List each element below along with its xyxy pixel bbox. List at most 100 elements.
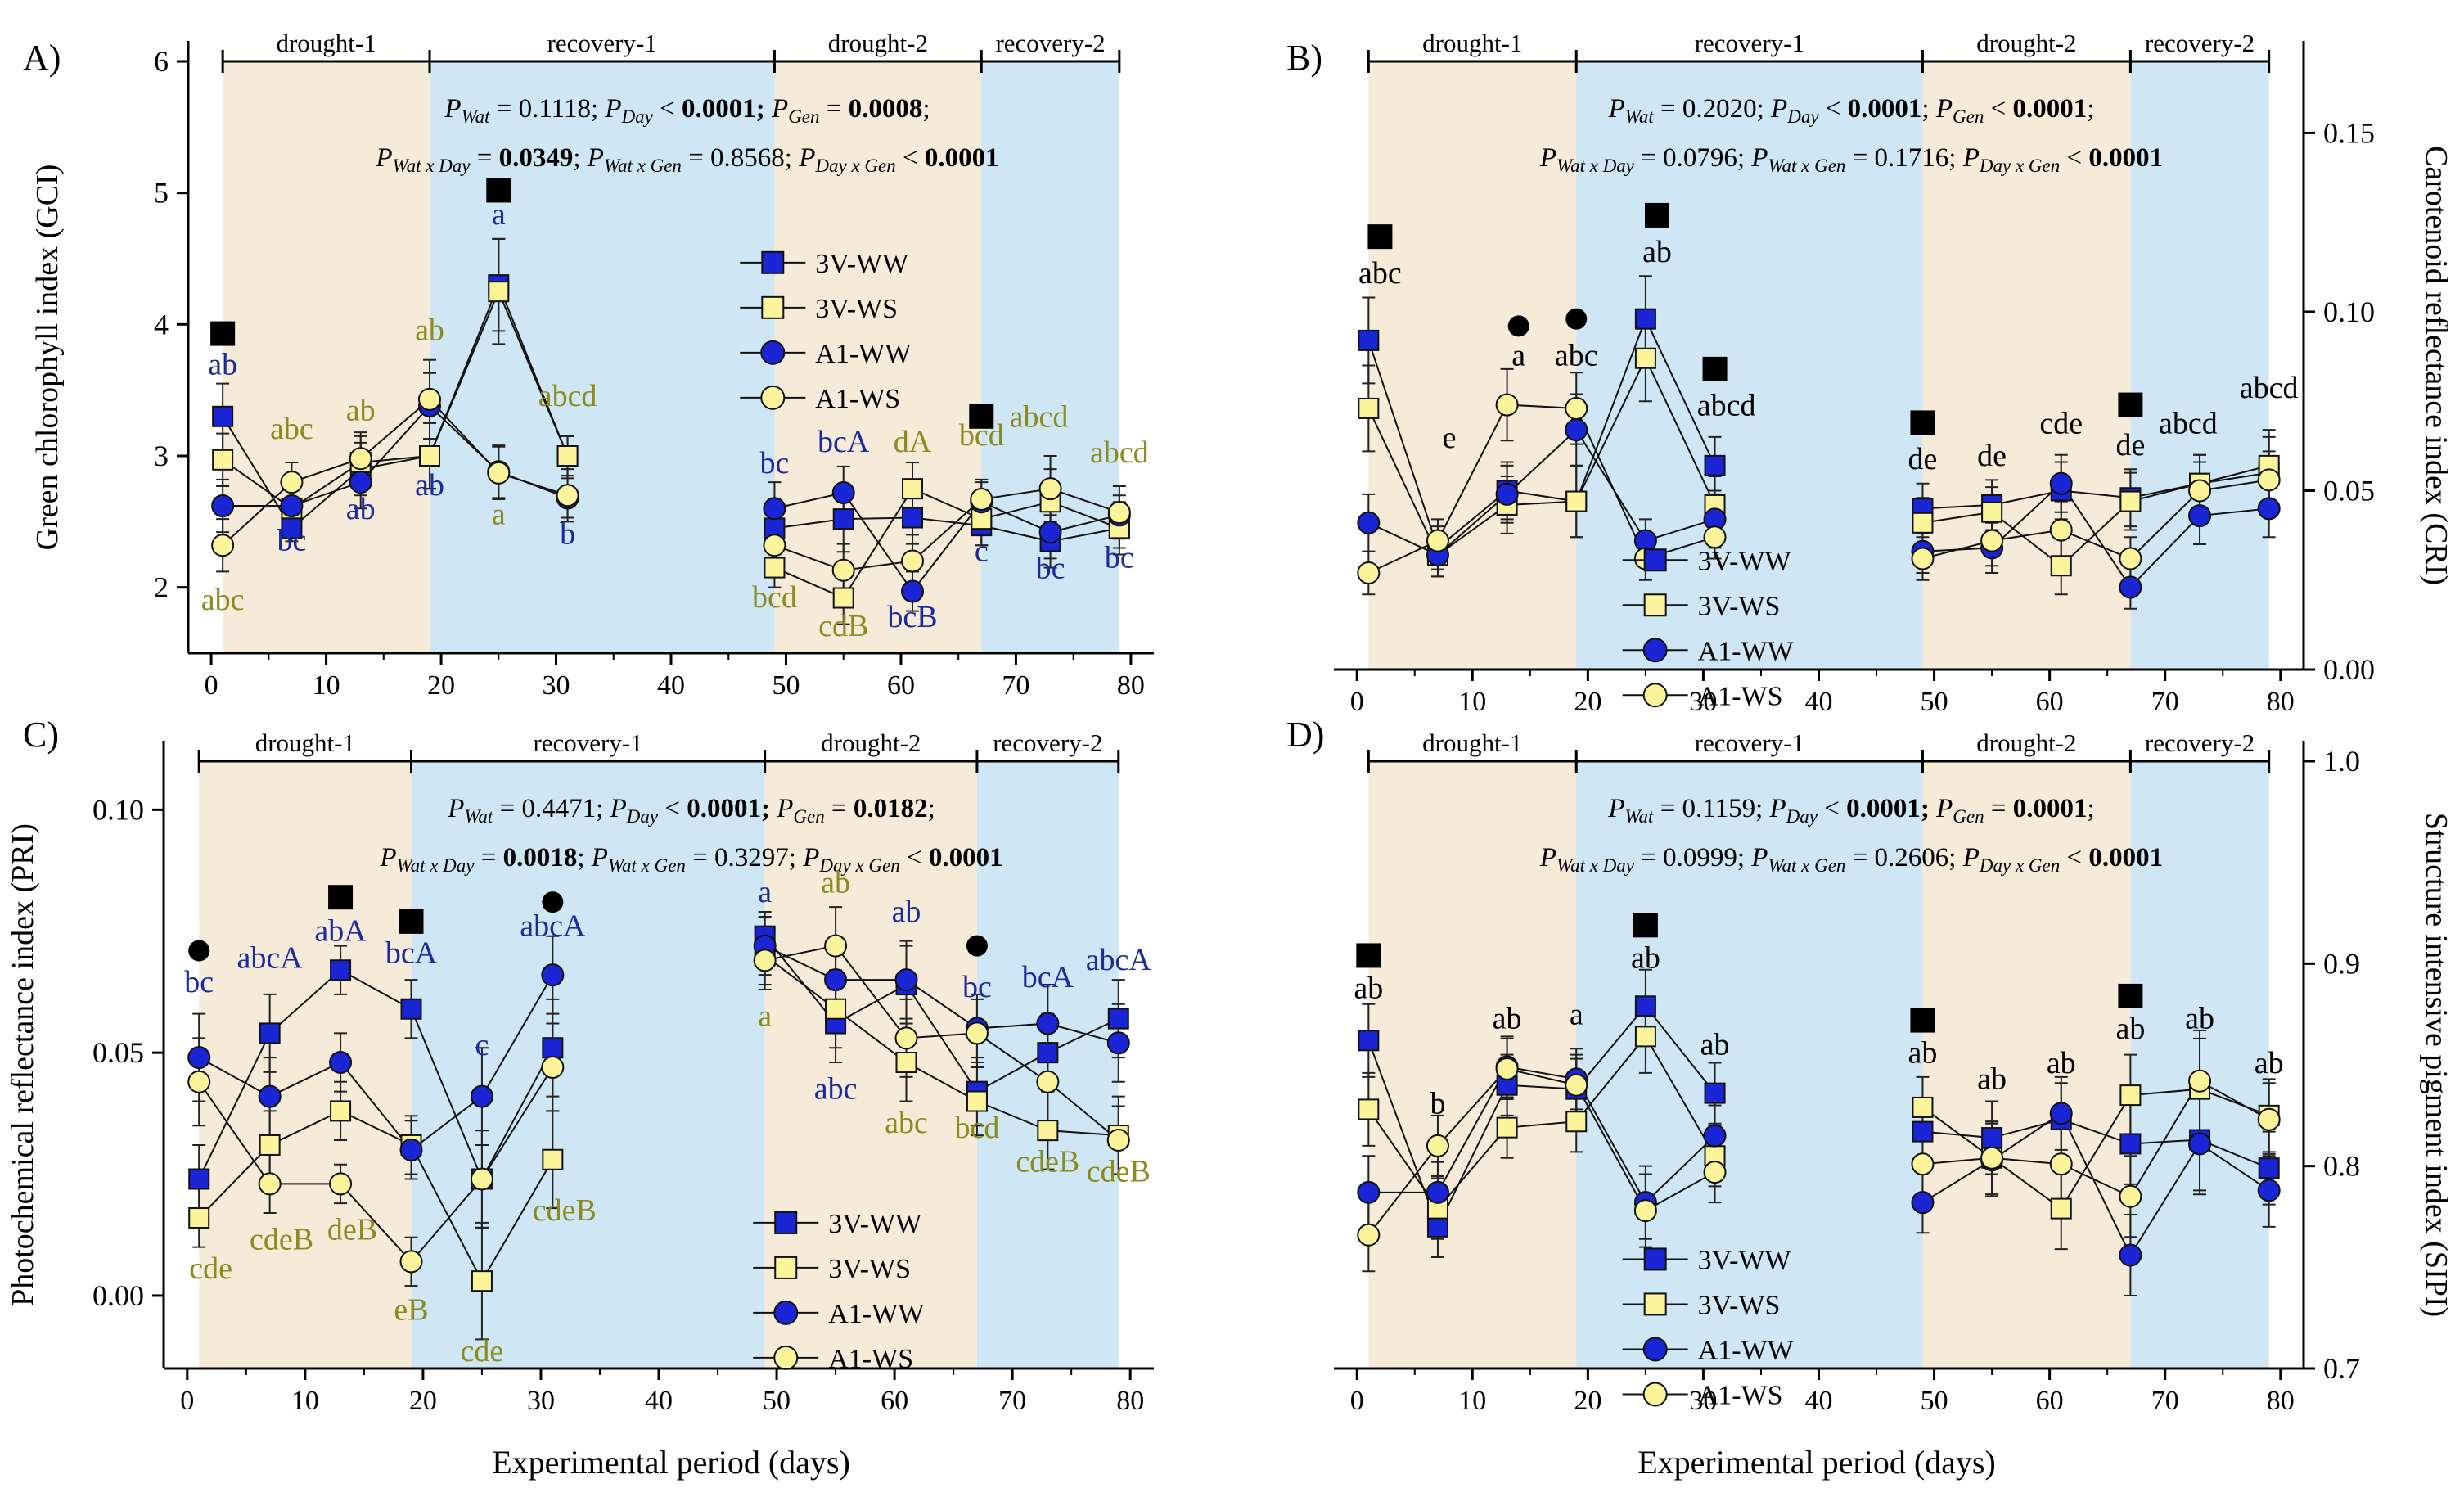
data-point-3V-WS: [1634, 347, 1656, 369]
x-axis-label: Experimental period (days): [492, 1444, 850, 1481]
y-axis-label: Carotenoid reflectance index (CRI): [2419, 146, 2453, 585]
stats-segment: 0.0018: [503, 843, 578, 872]
panel-A: drought-1 recovery-1 drought-2 recovery-2PW…: [23, 29, 1154, 701]
data-point-A1-WS: [399, 1250, 423, 1274]
panel-label: D): [1286, 715, 1324, 755]
letter-annotation: bc: [277, 524, 306, 558]
letter-annotation: abc: [1358, 256, 1402, 291]
x-tick-label: 40: [645, 1386, 673, 1416]
x-tick-label: 70: [2151, 687, 2179, 717]
x-tick-label: 50: [772, 670, 800, 701]
data-point-A1-WW: [541, 963, 565, 987]
stats-segment: 0.0001;: [1846, 794, 1936, 823]
period-shade-drought-1: [1368, 61, 1577, 670]
stats-segment: P: [604, 94, 621, 124]
stats-segment: <: [653, 94, 682, 124]
data-point-3V-WW: [400, 998, 422, 1020]
letter-annotation: abc: [814, 1072, 858, 1107]
data-point-A1-WS: [2119, 1184, 2142, 1208]
data-point-A1-WS: [1106, 1129, 1130, 1152]
stats-segment: P: [776, 794, 793, 823]
letter-annotation: ab: [2255, 1046, 2284, 1080]
data-point-3V-WW: [902, 507, 923, 529]
data-point-A1-WW: [763, 497, 786, 521]
y-axis-label: Green chlorophyll index (GCI): [30, 165, 65, 551]
x-tick-label: 20: [1574, 687, 1601, 717]
data-point-3V-WS: [1565, 1111, 1588, 1133]
significance-square: [969, 404, 994, 429]
data-point-A1-WS: [1633, 1199, 1657, 1223]
data-point-A1-WS: [1038, 477, 1062, 501]
stats-segment: ;: [573, 143, 587, 173]
stats-segment: Wat x Gen: [608, 855, 686, 876]
stats-segment: P: [1770, 94, 1787, 124]
stats-segment: = 0.1159;: [1653, 794, 1769, 823]
legend-label: 3V-WS: [1698, 591, 1781, 621]
stats-segment: Day x Gen: [1979, 156, 2060, 176]
stats-line-2: PWat x Day = 0.0018; PWat x Gen = 0.3297…: [379, 843, 1002, 876]
series-line-3V-WW: [222, 282, 569, 530]
letter-annotation: ab: [415, 313, 444, 348]
period-label: drought-1: [255, 728, 355, 757]
data-point-3V-WS: [2050, 555, 2072, 577]
series-line-3V-WS: [222, 289, 569, 510]
data-point-3V-WS: [966, 1090, 988, 1112]
data-point-A1-WW: [2049, 1102, 2073, 1125]
stats-segment: Wat x Day: [397, 855, 475, 876]
series-line-3V-WS: [774, 487, 1120, 599]
data-point-3V-WW: [1107, 1008, 1129, 1030]
data-point-3V-WW: [1358, 329, 1380, 351]
stats-segment: = 0.1716;: [1845, 143, 1962, 173]
x-tick-label: 80: [2267, 687, 2295, 717]
panel-D: drought-1 recovery-1 drought-2 recovery-2PW…: [1286, 715, 2453, 1416]
data-point-A1-WS: [1980, 529, 2004, 552]
letter-annotation: ab: [892, 895, 921, 929]
data-point-A1-WS: [2119, 547, 2142, 570]
data-point-A1-WS: [2049, 518, 2073, 542]
data-point-3V-WS: [832, 587, 854, 609]
stats-segment: 0.0001: [2013, 794, 2088, 823]
x-tick-label: 70: [1002, 670, 1029, 701]
data-point-3V-WW: [1981, 1127, 2003, 1149]
data-point-A1-WW: [1426, 1180, 1449, 1204]
stats-segment: = 0.4471;: [493, 794, 610, 823]
letter-annotation: cdeB: [250, 1223, 313, 1257]
data-point-A1-WS: [556, 484, 579, 507]
series-line-A1-WS: [1922, 479, 2269, 560]
stats-segment: 0.0001: [2012, 94, 2087, 124]
stats-segment: <: [1819, 94, 1848, 124]
x-tick-label: 20: [427, 670, 455, 701]
legend-marker: [773, 1300, 799, 1325]
series-line-3V-WW: [1922, 1118, 2270, 1170]
period-label: drought-1: [1422, 29, 1522, 57]
series-line-A1-WS: [774, 488, 1120, 571]
data-point-3V-WS: [2119, 1084, 2142, 1107]
x-tick-label: 30: [543, 670, 570, 701]
letter-annotation: bc: [962, 970, 992, 1004]
letter-annotation: cdB: [818, 609, 868, 643]
legend-marker: [761, 250, 785, 274]
series-line-A1-WW: [1922, 482, 2269, 589]
data-point-A1-WS: [901, 549, 924, 573]
y-tick-label: 0.7: [2323, 1352, 2360, 1385]
series-line-A1-WS: [198, 1066, 554, 1263]
data-point-A1-WW: [187, 1046, 211, 1070]
data-point-A1-WW: [1106, 1031, 1130, 1055]
data-point-3V-WS: [1912, 1096, 1934, 1118]
legend-label: A1-WW: [828, 1299, 925, 1329]
y-axis-label: Photochemical reflectance index (PRI): [6, 823, 40, 1306]
data-point-3V-WS: [902, 478, 923, 500]
x-tick-label: 40: [657, 670, 685, 701]
letter-annotation: ab: [821, 865, 850, 900]
series-line-A1-WW: [198, 974, 554, 1152]
data-point-3V-WS: [330, 1100, 352, 1122]
letter-annotation: c: [475, 1028, 489, 1062]
period-label: recovery-2: [995, 29, 1105, 57]
stats-segment: 0.0001: [2088, 843, 2163, 872]
series-line-A1-WS: [764, 945, 1119, 1141]
data-point-A1-WS: [970, 488, 993, 512]
x-tick-label: 10: [1458, 1386, 1486, 1416]
letter-annotation: abcA: [237, 940, 304, 975]
letter-annotation: c: [975, 534, 989, 569]
x-tick-label: 20: [409, 1386, 437, 1416]
